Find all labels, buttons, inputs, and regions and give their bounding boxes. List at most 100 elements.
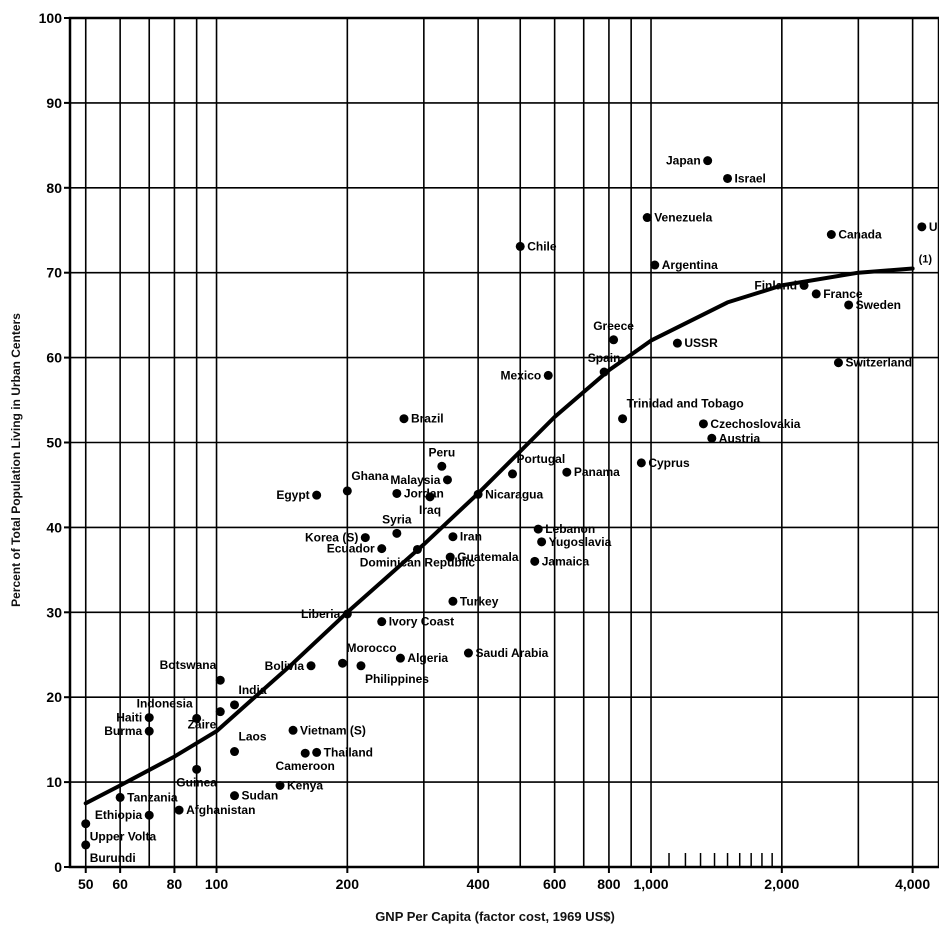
point-tanzania	[115, 792, 125, 802]
point-iran	[448, 532, 458, 542]
y-tick-label: 30	[46, 604, 62, 620]
point-burma	[144, 726, 154, 736]
point-philippines	[356, 661, 366, 671]
point-label-syria: Syria	[382, 512, 412, 526]
point-brazil	[399, 414, 409, 424]
point-usa	[917, 222, 927, 232]
point-label-sweden: Sweden	[856, 298, 901, 312]
point-egypt	[312, 490, 322, 500]
point-label-finland: Finland	[754, 278, 797, 292]
point-label-austria: Austria	[719, 431, 761, 445]
point-zaire	[215, 707, 225, 717]
point-laos	[230, 747, 240, 757]
point-ethiopia	[144, 810, 154, 820]
point-label-greece: Greece	[593, 319, 634, 333]
point-label-cameroon: Cameroon	[276, 759, 335, 773]
point-label-malaysia: Malaysia	[390, 473, 440, 487]
point-spain	[599, 367, 609, 377]
point-label-botswana: Botswana	[160, 658, 217, 672]
x-tick-label: 60	[112, 876, 128, 892]
point-sudan	[230, 791, 240, 801]
point-argentina	[650, 260, 660, 270]
point-czechoslovakia	[698, 419, 708, 429]
point-label-bolivia: Bolivia	[265, 659, 305, 673]
point-label-yugoslavia: Yugoslavia	[549, 535, 612, 549]
point-cameroon	[300, 748, 310, 758]
point-label-liberia: Liberia	[301, 607, 341, 621]
data-points: Japan Israel Venezuela USA Canada Chile Argent…	[81, 154, 939, 865]
point-label-switzerland: Switzerland	[845, 356, 912, 370]
point-label-kenya: Kenya	[287, 778, 323, 792]
point-jamaica	[530, 556, 540, 566]
x-tick-label: 200	[336, 876, 360, 892]
point-ecuador	[377, 544, 387, 554]
point-label-laos: Laos	[239, 730, 267, 744]
point-label-peru: Peru	[428, 445, 455, 459]
point-label-cyprus: Cyprus	[648, 456, 690, 470]
point-label-saudi-arabia: Saudi Arabia	[475, 646, 548, 660]
point-panama	[562, 467, 572, 477]
x-tick-label: 800	[597, 876, 621, 892]
point-label-burundi: Burundi	[90, 851, 136, 865]
x-axis-title: GNP Per Capita (factor cost, 1969 US$)	[375, 909, 615, 924]
point-ussr	[672, 338, 682, 348]
point-burundi	[81, 840, 91, 850]
point-label-czechoslovakia: Czechoslovakia	[710, 417, 800, 431]
point-indonesia	[192, 713, 202, 723]
point-label-dominican-republic: Dominican Republic	[360, 555, 476, 569]
point-label-algeria: Algeria	[407, 651, 448, 665]
point-botswana	[215, 675, 225, 685]
point-malaysia	[442, 475, 452, 485]
point-label-spain: Spain	[588, 351, 621, 365]
y-tick-label: 90	[46, 95, 62, 111]
point-label-lebanon: Lebanon	[545, 522, 595, 536]
point-lebanon	[533, 524, 543, 534]
point-label-venezuela: Venezuela	[654, 211, 712, 225]
point-label-canada: Canada	[838, 227, 882, 241]
point-liberia	[342, 609, 352, 619]
point-label-egypt: Egypt	[276, 488, 309, 502]
point-label-ecuador: Ecuador	[327, 542, 375, 556]
point-label-usa: USA	[929, 220, 939, 234]
y-tick-label: 40	[46, 519, 62, 535]
point-trinidad-and-tobago	[618, 414, 628, 424]
point-algeria	[395, 653, 405, 663]
x-tick-label: 80	[167, 876, 183, 892]
x-tick-label: 600	[543, 876, 567, 892]
point-syria	[392, 528, 402, 538]
x-tick-label: 400	[466, 876, 490, 892]
y-tick-label: 60	[46, 350, 62, 366]
point-label-japan: Japan	[666, 154, 701, 168]
point-canada	[826, 229, 836, 239]
point-nicaragua	[473, 489, 483, 499]
point-label-burma: Burma	[104, 724, 142, 738]
point-label-israel: Israel	[735, 171, 766, 185]
point-portugal	[508, 469, 518, 479]
point-cyprus	[636, 458, 646, 468]
point-label-portugal: Portugal	[517, 452, 566, 466]
point-label-panama: Panama	[574, 465, 620, 479]
grid	[70, 17, 939, 868]
point-guinea	[192, 764, 202, 774]
x-tick-label: 4,000	[895, 876, 930, 892]
point-greece	[609, 335, 619, 345]
y-tick-label: 0	[54, 859, 62, 875]
point-mexico	[543, 370, 553, 380]
point-ivory-coast	[377, 617, 387, 627]
point-label-haiti: Haiti	[116, 711, 142, 725]
point-label-ethiopia: Ethiopia	[95, 808, 143, 822]
x-tick-label: 2,000	[764, 876, 799, 892]
point-label-sudan: Sudan	[242, 789, 279, 803]
point-upper-volta	[81, 819, 91, 829]
point-dominican-republic	[412, 544, 422, 554]
point-label-jordan: Jordan	[404, 486, 444, 500]
point-korea-s	[360, 533, 370, 543]
point-turkey	[448, 596, 458, 606]
y-tick-label: 70	[46, 265, 62, 281]
point-ghana	[342, 486, 352, 496]
point-label-india: India	[239, 683, 267, 697]
point-austria	[707, 433, 717, 443]
point-kenya	[275, 780, 285, 790]
point-label-afghanistan: Afghanistan	[186, 803, 255, 817]
